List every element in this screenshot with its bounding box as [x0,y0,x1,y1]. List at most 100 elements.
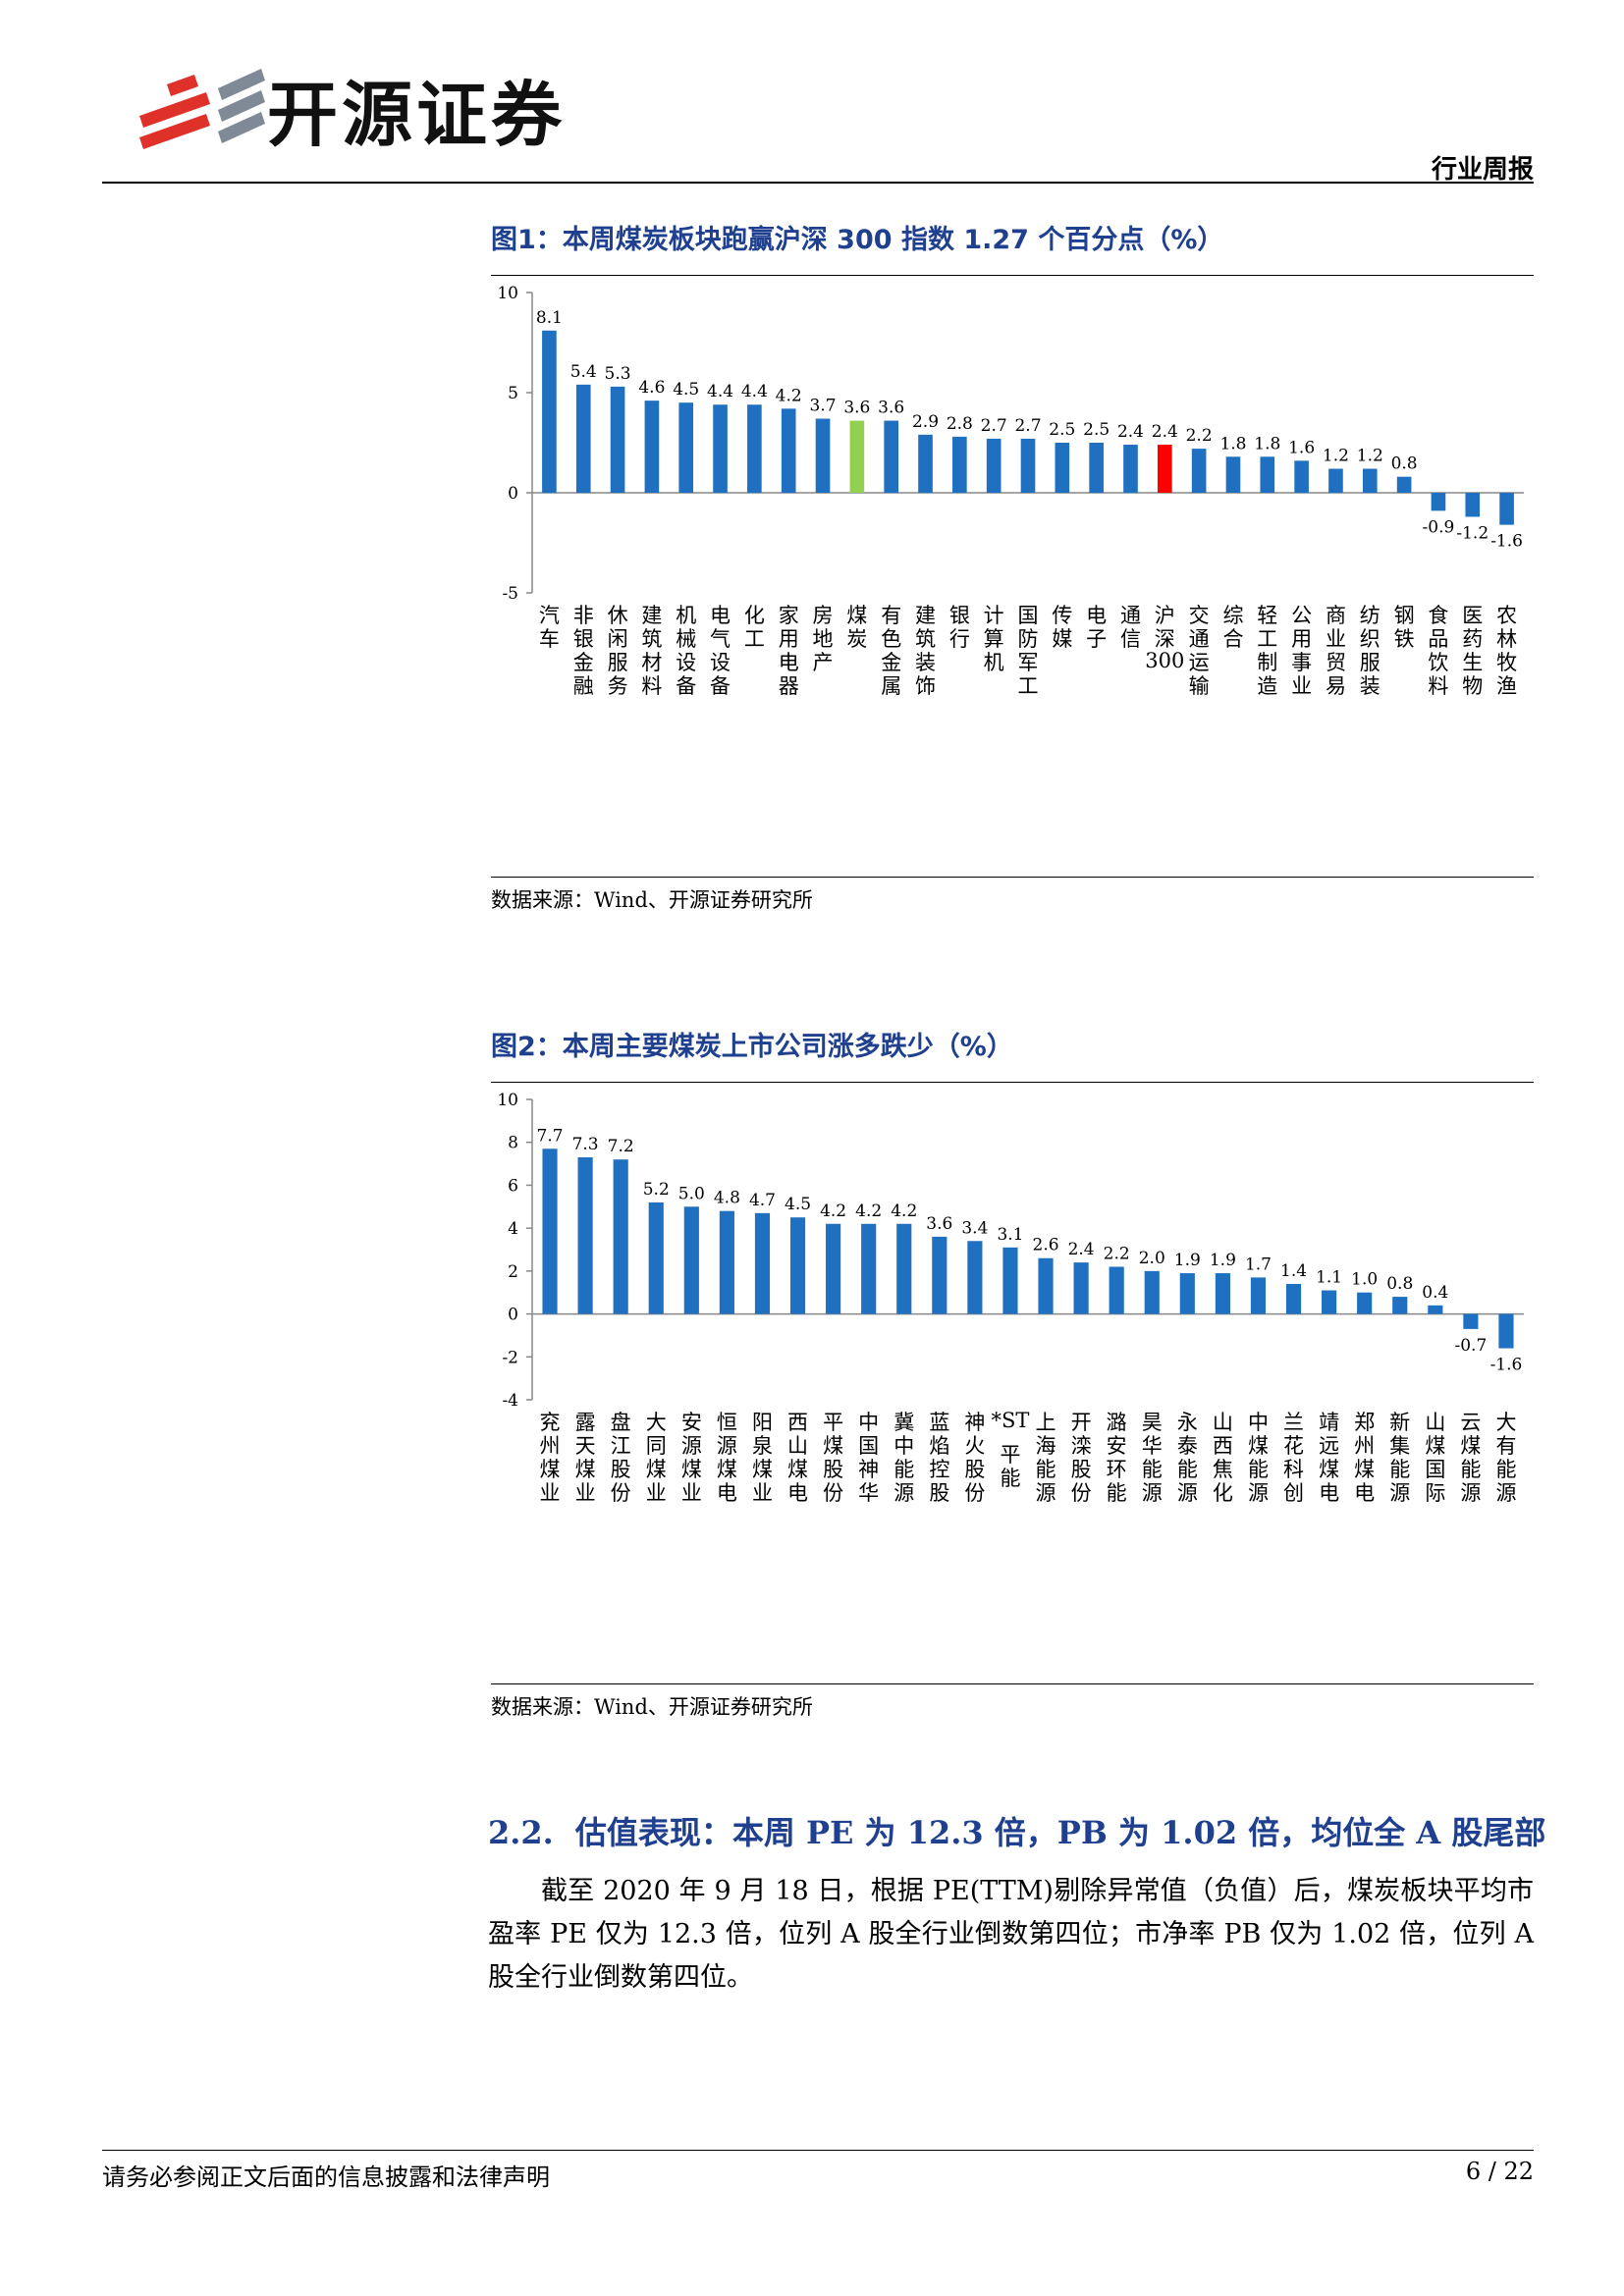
bar [648,1201,664,1314]
category-label: 传媒 [1052,604,1072,651]
footer-disclaimer: 请务必参阅正文后面的信息披露和法律声明 [102,2163,550,2191]
category-label: 电子 [1086,604,1107,651]
category-label: 恒源煤电 [717,1411,737,1505]
category-label: 房地产 [813,604,834,674]
data-label: 8.1 [536,308,563,328]
data-label: 5.0 [678,1184,705,1203]
bar [1431,493,1446,511]
data-label: 1.9 [1210,1251,1236,1270]
data-label: 4.7 [749,1191,776,1210]
bar [1294,460,1309,493]
bar [1463,1313,1479,1329]
y-tick-label: -2 [502,1348,518,1367]
data-label: 1.2 [1323,447,1349,466]
figure-1-chart: -5 0 5 10 8.1 汽车 5.4 非银金融 5.3 休闲服务 4.6 建筑材料 4.5 机械设备 4… [491,277,1532,880]
bar [1020,438,1036,493]
bar [713,404,728,493]
data-label: 2.4 [1152,422,1178,442]
data-label: 5.4 [570,362,597,382]
category-label: 大有能源 [1495,1411,1516,1505]
data-label: 1.8 [1254,434,1280,454]
y-tick-label: -4 [502,1391,518,1411]
y-tick-label: 6 [508,1176,518,1196]
bar [1179,1273,1195,1314]
bar [1144,1270,1160,1314]
category-label: 有色金属 [881,604,901,698]
bar [1328,468,1343,493]
category-label: 昊华能源 [1142,1411,1163,1505]
category-label: 潞安环能 [1107,1411,1127,1505]
data-label: 1.9 [1174,1251,1201,1270]
category-label: 休闲服务 [608,604,628,698]
bar [932,1236,947,1314]
data-label: 1.1 [1316,1268,1342,1288]
bar [719,1210,734,1314]
data-label: 1.2 [1357,447,1383,466]
bar [1396,476,1412,493]
bar [1089,443,1104,493]
category-label: 云煤能源 [1460,1411,1481,1505]
category-label: 农林牧渔 [1496,604,1517,698]
data-label: -1.2 [1456,523,1489,543]
bar [644,400,660,493]
category-label: 综合 [1222,604,1243,651]
figure-2-source: 数据来源：Wind、开源证券研究所 [491,1695,813,1719]
data-label: 5.2 [643,1180,670,1200]
bar [747,404,762,493]
category-label: 中煤能源 [1248,1411,1269,1505]
data-label: 2.4 [1068,1240,1095,1259]
section-number: 2.2. [488,1814,554,1851]
data-label: 2.8 [947,414,973,434]
section-paragraph: 截至 2020 年 9 月 18 日，根据 PE(TTM)剔除异常值（负值）后，… [488,1876,1534,1993]
data-label: 1.4 [1280,1261,1307,1281]
data-label: 2.2 [1104,1244,1130,1263]
data-label: 2.2 [1186,426,1213,446]
category-label: 阳泉煤业 [752,1411,773,1505]
figure-1-svg: -5 0 5 10 8.1 汽车 5.4 非银金融 5.3 休闲服务 4.6 建筑材料 4.5 机械设备 4… [497,284,1524,698]
y-tick-label: 2 [508,1262,518,1282]
category-label: 冀中能源 [893,1411,914,1505]
category-label: 神火股份 [964,1411,985,1505]
bar [815,418,831,493]
bar [1002,1247,1018,1314]
category-label: 电气设备 [710,604,731,698]
footer-divider [102,2150,1534,2151]
bar [1465,493,1481,517]
bar [1250,1277,1267,1314]
y-tick-label: 0 [508,1306,518,1325]
bar [613,1159,628,1314]
data-label: 5.3 [605,364,631,384]
bar [1191,449,1207,493]
category-label: 商业贸易 [1326,604,1346,698]
category-label: 兖州煤业 [540,1411,561,1505]
category-label: 大同煤业 [646,1411,667,1505]
category-label: 计算机 [984,604,1004,674]
y-tick-label: 8 [508,1134,518,1153]
data-label: 4.2 [776,386,802,405]
figure-2-chart: -4 -2 0 2 4 6 8 10 7.7 兖州煤业 7.3 露天煤业 7.2 盘江股份 5.2 大同煤业 5… [491,1084,1532,1686]
data-label: 4.2 [820,1201,846,1221]
section-heading: 2.2. 估值表现：本周 PE 为 12.3 倍，PB 为 1.02 倍，均位全 … [488,1808,1545,1853]
data-label: 2.7 [1014,416,1041,436]
bar [884,420,899,493]
data-label: 1.8 [1219,434,1246,454]
figure-2-svg: -4 -2 0 2 4 6 8 10 7.7 兖州煤业 7.3 露天煤业 7.2 盘江股份 5.2 大同煤业 5… [497,1091,1524,1505]
bar [918,434,933,493]
data-label: 3.6 [878,399,904,418]
bar [754,1212,771,1314]
category-label: 开滦股份 [1071,1411,1092,1505]
bar [542,330,557,493]
category-label: 中国神华 [858,1411,879,1505]
category-label: 家用电器 [779,604,799,698]
data-label: -0.7 [1455,1336,1488,1356]
data-label: 7.2 [608,1137,634,1156]
data-label: -1.6 [1490,532,1523,552]
data-label: 2.5 [1083,420,1110,440]
category-label: 露天煤业 [575,1411,596,1505]
bar [1498,1313,1514,1349]
data-label: -1.6 [1490,1356,1523,1375]
data-label: 4.8 [714,1189,740,1208]
bar [1123,445,1138,493]
data-label: 4.2 [891,1201,917,1221]
category-label: 郑州煤电 [1354,1411,1375,1505]
